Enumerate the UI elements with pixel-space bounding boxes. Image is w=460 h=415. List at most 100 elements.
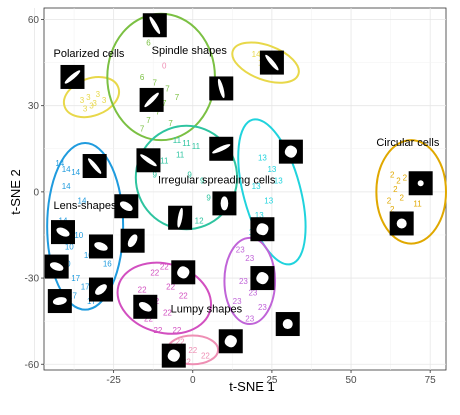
data-point: 22 — [138, 286, 147, 295]
cluster-ellipse — [46, 142, 125, 311]
data-point: 10 — [65, 242, 74, 251]
data-point: 14 — [62, 165, 71, 174]
x-tick-label: 75 — [425, 375, 437, 386]
cell-image-thumbnail — [120, 228, 145, 253]
data-point: 13 — [264, 196, 273, 205]
y-axis-ticks: -60 -30 0 30 60 — [25, 15, 44, 371]
data-point: 3 — [92, 99, 97, 108]
data-point: 17 — [68, 291, 77, 300]
data-point: 7 — [162, 99, 167, 108]
data-point: 14 — [78, 196, 87, 205]
data-point: 22 — [166, 283, 175, 292]
cell-image-thumbnail — [250, 266, 275, 291]
cell-image-thumbnail — [275, 312, 300, 337]
data-point: 11 — [160, 156, 169, 165]
data-point: 23 — [248, 288, 257, 297]
x-tick-label: 0 — [190, 375, 196, 386]
data-point: 3 — [80, 96, 85, 105]
cell-images — [44, 13, 433, 368]
data-point: 22 — [176, 337, 185, 346]
data-point: 12 — [195, 217, 204, 226]
data-point: 14 — [71, 168, 80, 177]
x-tick-label: -25 — [106, 375, 121, 386]
y-tick-label: -60 — [25, 360, 40, 371]
cell-image-thumbnail — [82, 154, 107, 179]
data-point: 7 — [140, 125, 145, 134]
data-point: 7 — [165, 84, 170, 93]
cell-image-thumbnail — [250, 217, 275, 242]
data-point: 2 — [390, 171, 395, 180]
cell-image-thumbnail — [88, 234, 113, 259]
y-tick-label: 0 — [33, 187, 39, 198]
cluster-ellipse — [231, 41, 300, 84]
data-point: 13 — [252, 182, 261, 191]
data-point: 3 — [96, 90, 101, 99]
data-point: 13 — [267, 165, 276, 174]
y-axis-title: t-SNE 2 — [8, 169, 23, 215]
data-point: 23 — [258, 303, 267, 312]
data-point: 3 — [83, 105, 88, 114]
cell-image-thumbnail — [44, 254, 69, 279]
cluster-label: Lens-shapes — [53, 200, 116, 212]
cell-image-thumbnail — [60, 64, 85, 89]
data-point: 7 — [153, 79, 158, 88]
cluster-labels: Polarized cells Spindle shapes Irregular s… — [53, 45, 439, 316]
data-point: 11 — [176, 151, 185, 160]
data-point: 13 — [258, 153, 267, 162]
cell-image-thumbnail — [168, 205, 193, 230]
cluster-label: Spindle shapes — [152, 45, 228, 57]
data-point: 2 — [396, 176, 401, 185]
data-point: 11 — [182, 139, 191, 148]
cell-image-thumbnail — [114, 194, 139, 219]
data-point: 7 — [168, 119, 173, 128]
data-point: 22 — [179, 291, 188, 300]
cluster-label: Circular cells — [376, 137, 439, 149]
data-point: 10 — [84, 251, 93, 260]
x-axis-title: t-SNE 1 — [229, 379, 275, 394]
data-point: 11 — [192, 142, 201, 151]
data-point: 9 — [206, 194, 211, 203]
data-point: 23 — [236, 245, 245, 254]
cluster-ellipse — [223, 236, 277, 326]
data-point: 9 — [200, 176, 205, 185]
cell-image-thumbnail — [47, 289, 72, 314]
x-tick-label: 50 — [345, 375, 357, 386]
data-point: 22 — [201, 352, 210, 361]
cell-image-thumbnail — [209, 136, 234, 161]
cell-image-thumbnail — [136, 148, 161, 173]
cell-image-thumbnail — [88, 277, 113, 302]
cluster-label: Irregular spreading cells — [158, 174, 276, 186]
data-point: 22 — [172, 326, 181, 335]
data-point: 23 — [233, 297, 242, 306]
data-point: 11 — [173, 136, 182, 145]
data-point: 7 — [146, 116, 151, 125]
data-point: 10 — [74, 231, 83, 240]
data-point: 22 — [153, 326, 162, 335]
y-tick-label: 30 — [28, 101, 40, 112]
cell-image-thumbnail — [389, 211, 414, 236]
data-point: 22 — [163, 309, 172, 318]
x-axis-ticks: -25 0 25 50 75 — [106, 370, 436, 386]
cluster-label: Lumpy shapes — [171, 304, 243, 316]
data-point: 23 — [245, 314, 254, 323]
data-point: 3 — [86, 93, 91, 102]
cell-image-thumbnail — [259, 50, 284, 75]
data-point: 22 — [182, 357, 191, 366]
data-point: 17 — [81, 283, 90, 292]
data-point: 9 — [153, 171, 158, 180]
data-point: 7 — [175, 93, 180, 102]
plot-panel — [43, 7, 447, 371]
data-point: 14 — [252, 50, 261, 59]
data-point: 16 — [103, 260, 112, 269]
data-point: 13 — [274, 176, 283, 185]
cell-image-thumbnail — [133, 294, 158, 319]
data-point: 22 — [188, 346, 197, 355]
cell-image-thumbnail — [218, 329, 243, 354]
data-point: 6 — [140, 73, 145, 82]
data-point: 3 — [89, 102, 94, 111]
cell-image-thumbnail — [408, 171, 433, 196]
data-point: 11 — [413, 199, 422, 208]
cell-image-thumbnail — [209, 76, 234, 101]
data-point: 14 — [55, 159, 64, 168]
